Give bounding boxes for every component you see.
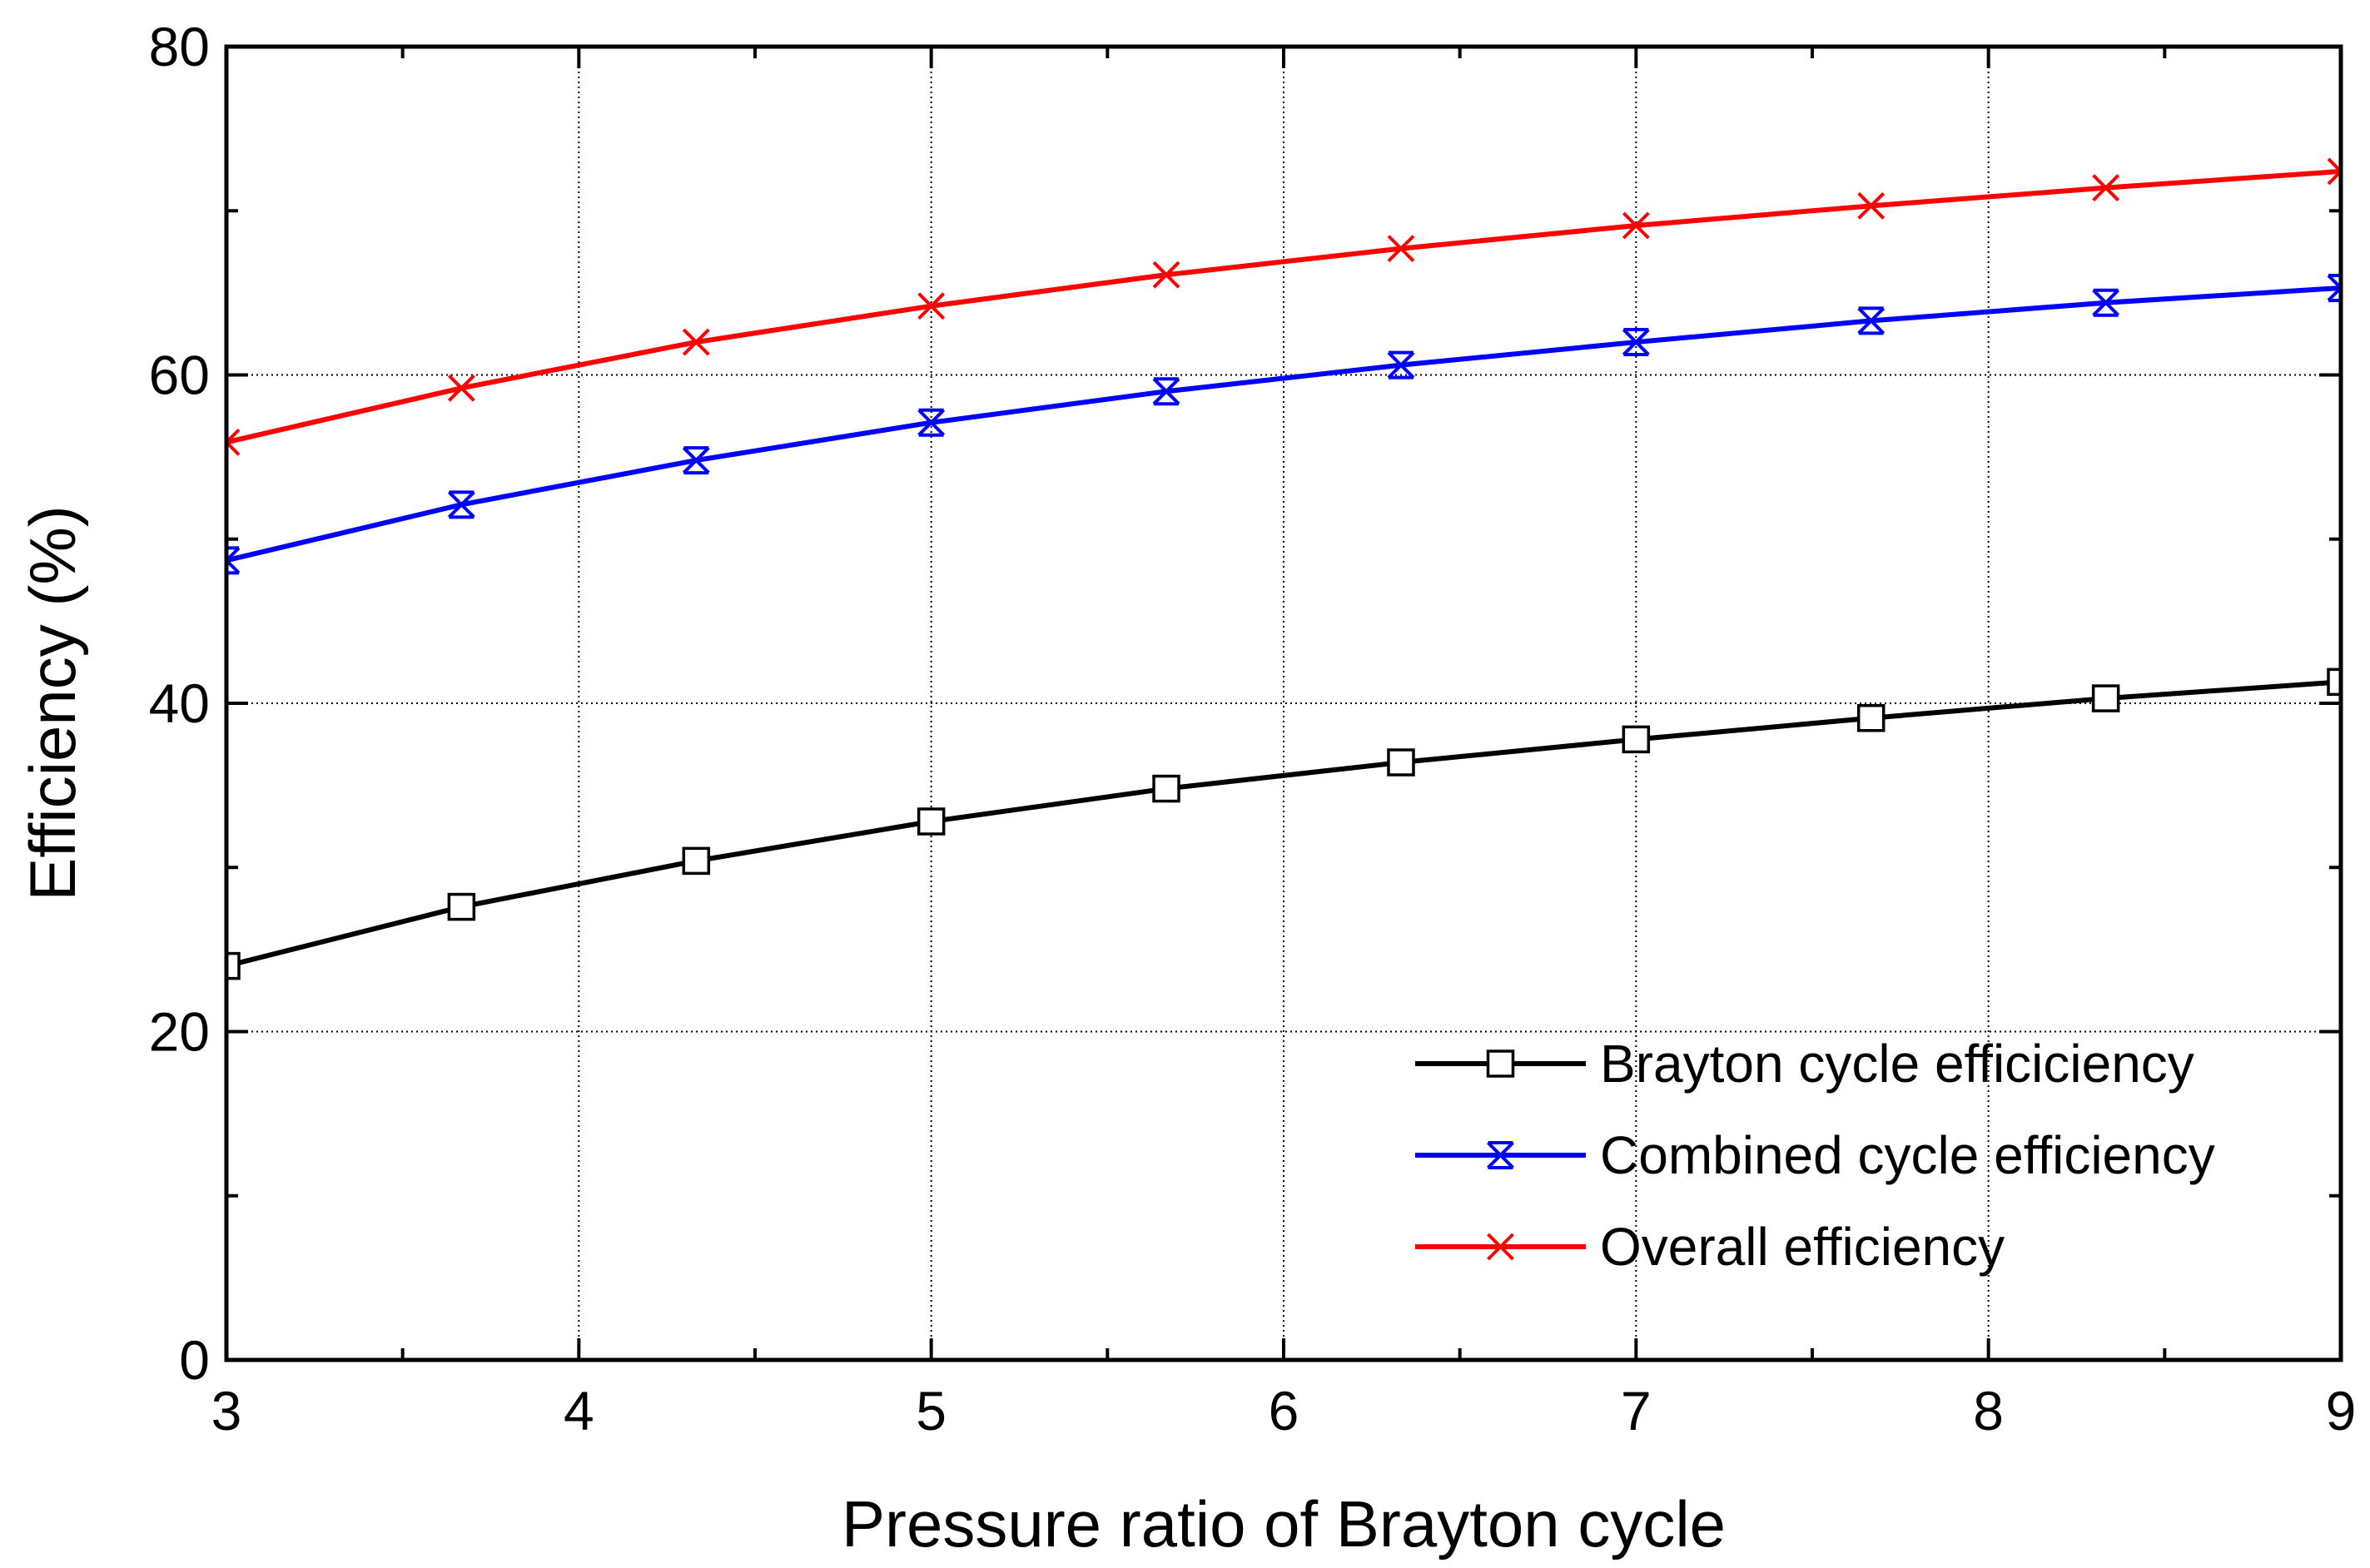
y-tick-label: 20 — [149, 1001, 210, 1063]
y-tick-label: 60 — [149, 345, 210, 406]
legend-label: Overall efficiency — [1600, 1217, 2005, 1277]
y-axis-title: Efficiency (%) — [16, 505, 89, 901]
data-point — [447, 892, 476, 921]
x-tick-label: 9 — [2326, 1380, 2357, 1441]
y-tick-label: 80 — [149, 16, 210, 77]
data-point — [2327, 667, 2341, 697]
data-point — [917, 292, 946, 320]
x-tick-label: 3 — [211, 1380, 242, 1441]
series-line — [226, 168, 2341, 445]
legend-item: Combined cycle efficiency — [1415, 1125, 2215, 1185]
data-point — [2327, 157, 2341, 186]
x-axis-ticks: 3 4 5 6 7 8 9 — [211, 47, 2357, 1441]
data-point — [1486, 1049, 1515, 1078]
y-tick-label: 40 — [149, 672, 210, 734]
data-point — [1622, 328, 1650, 357]
series-line — [226, 285, 2341, 563]
data-point — [917, 408, 946, 437]
data-point — [2092, 288, 2120, 317]
x-tick-label: 7 — [1621, 1380, 1652, 1441]
data-point — [1152, 261, 1180, 289]
y-tick-label: 0 — [179, 1329, 210, 1391]
data-point — [1387, 350, 1415, 380]
legend-item: Brayton cycle efficiciency — [1415, 1034, 2194, 1094]
series-layer — [226, 157, 2341, 980]
data-point — [1387, 748, 1415, 777]
legend-label: Combined cycle efficiency — [1600, 1125, 2215, 1185]
data-point — [1622, 725, 1651, 754]
data-point — [917, 807, 946, 836]
x-tick-label: 8 — [1973, 1380, 2004, 1441]
data-point — [447, 374, 475, 402]
data-point — [1622, 211, 1650, 240]
data-point — [1487, 1141, 1514, 1169]
legend-label: Brayton cycle efficiciency — [1600, 1034, 2194, 1094]
data-point — [1857, 191, 1886, 220]
legend-item: Overall efficiency — [1415, 1217, 2005, 1277]
data-point — [1857, 306, 1886, 335]
data-point — [2091, 684, 2120, 712]
series-1 — [226, 667, 2341, 980]
data-point — [2092, 174, 2120, 202]
data-point — [1856, 704, 1886, 732]
data-point — [1387, 235, 1415, 263]
x-axis-title: Pressure ratio of Brayton cycle — [842, 1487, 1726, 1561]
x-tick-label: 4 — [564, 1380, 594, 1441]
y-axis-ticks: 0 20 40 60 80 — [149, 16, 2341, 1391]
data-point — [1487, 1233, 1514, 1261]
legend: Brayton cycle efficiciency Combined cycle… — [1415, 1034, 2215, 1277]
x-tick-label: 5 — [916, 1380, 947, 1441]
data-point — [226, 428, 241, 456]
data-point — [226, 951, 241, 980]
x-tick-label: 6 — [1269, 1380, 1299, 1441]
data-point — [682, 328, 710, 356]
data-point — [1152, 774, 1180, 803]
data-point — [682, 846, 711, 876]
series-3 — [226, 157, 2341, 456]
grid-lines — [226, 47, 2341, 1360]
data-point — [682, 446, 710, 475]
series-2 — [226, 273, 2341, 575]
data-point — [447, 490, 475, 519]
series-line — [226, 679, 2341, 969]
data-point — [1152, 377, 1180, 406]
